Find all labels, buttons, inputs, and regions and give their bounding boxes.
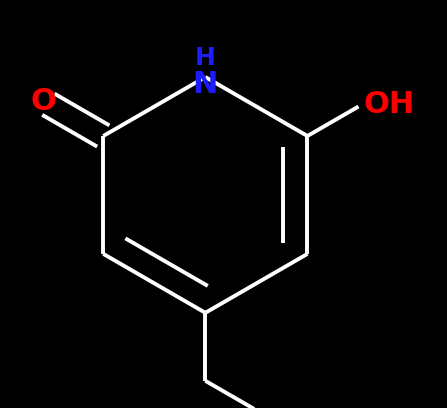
Text: OH: OH <box>363 90 414 119</box>
Text: H: H <box>195 46 216 70</box>
Text: O: O <box>31 87 57 117</box>
Text: N: N <box>193 70 218 99</box>
